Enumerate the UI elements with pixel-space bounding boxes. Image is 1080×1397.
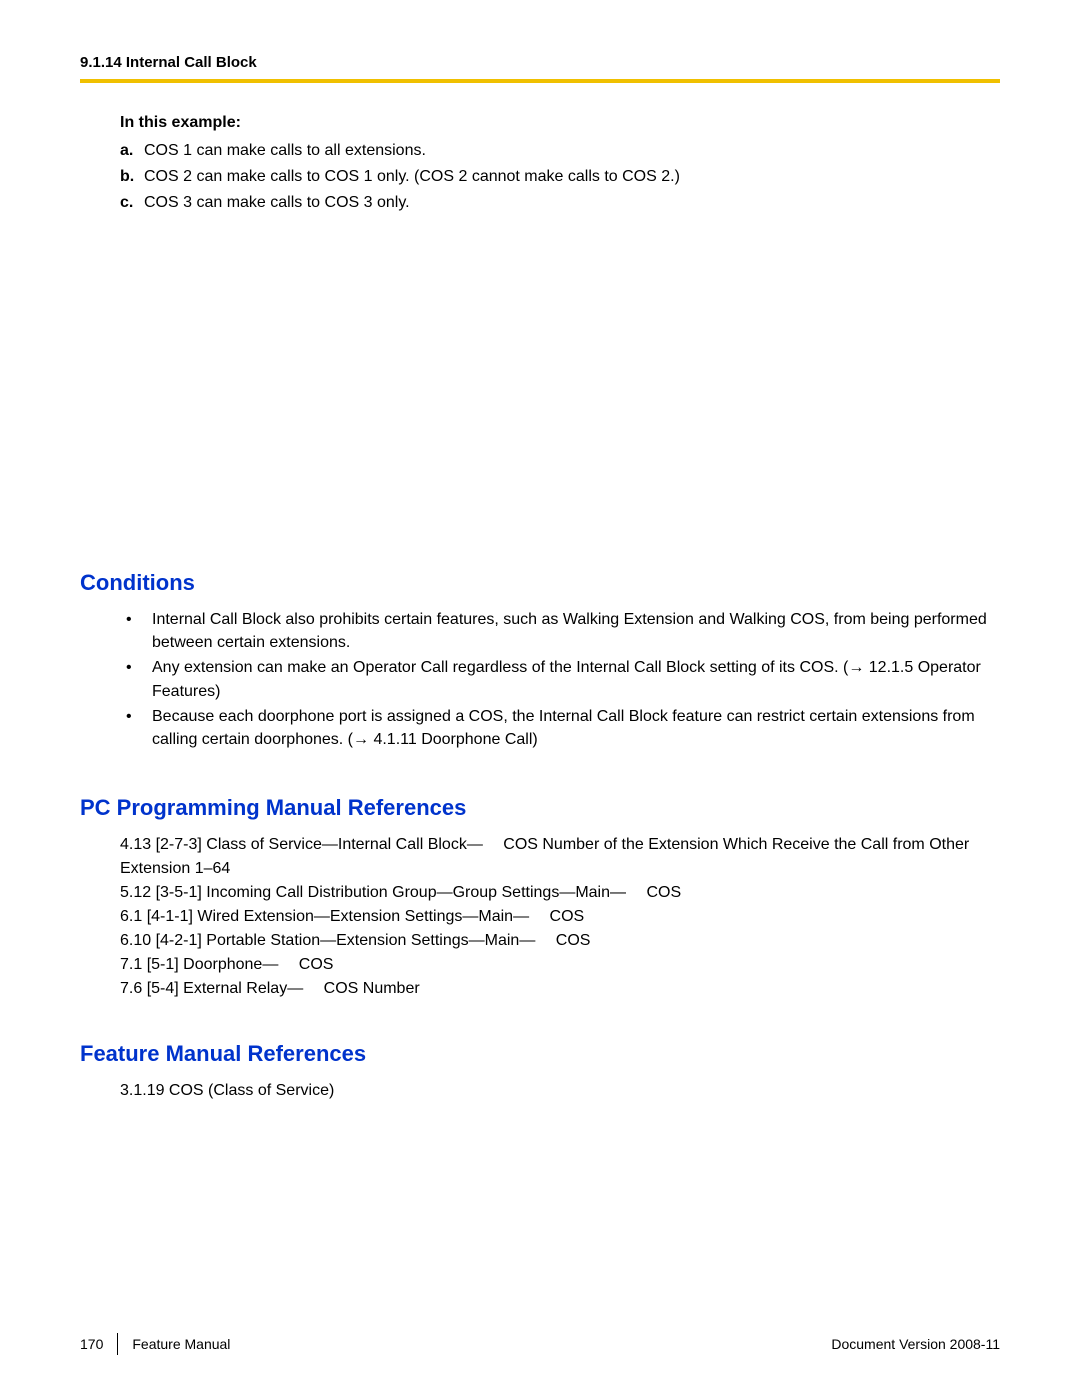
page-footer: 170 Feature Manual Document Version 2008… <box>80 1333 1000 1355</box>
list-text: COS 1 can make calls to all extensions. <box>144 139 1000 163</box>
pc-refs-heading: PC Programming Manual References <box>80 795 1000 821</box>
header-rule <box>80 79 1000 83</box>
example-block: In this example: a. COS 1 can make calls… <box>80 111 1000 215</box>
conditions-list: • Internal Call Block also prohibits cer… <box>80 608 1000 751</box>
footer-divider <box>117 1333 118 1355</box>
bullet-item: • Because each doorphone port is assigne… <box>120 705 1000 751</box>
footer-page-number: 170 <box>80 1336 103 1352</box>
list-marker: c. <box>120 191 144 215</box>
bullet-item: • Any extension can make an Operator Cal… <box>120 656 1000 702</box>
list-text: COS 3 can make calls to COS 3 only. <box>144 191 1000 215</box>
example-title: In this example: <box>120 111 1000 135</box>
example-item: b. COS 2 can make calls to COS 1 only. (… <box>120 165 1000 189</box>
list-marker: b. <box>120 165 144 189</box>
footer-version: Document Version 2008-11 <box>831 1336 1000 1352</box>
example-item: a. COS 1 can make calls to all extension… <box>120 139 1000 163</box>
bullet-text: Any extension can make an Operator Call … <box>152 656 1000 702</box>
ref-line: 7.6 [5-4] External Relay— COS Number <box>120 977 1000 1001</box>
bullet-marker: • <box>120 608 152 654</box>
list-text: COS 2 can make calls to COS 1 only. (COS… <box>144 165 1000 189</box>
bullet-text: Internal Call Block also prohibits certa… <box>152 608 1000 654</box>
bullet-item: • Internal Call Block also prohibits cer… <box>120 608 1000 654</box>
ref-line: 7.1 [5-1] Doorphone— COS <box>120 953 1000 977</box>
feature-refs-heading: Feature Manual References <box>80 1041 1000 1067</box>
page-content: 9.1.14 Internal Call Block In this examp… <box>0 0 1080 1103</box>
ref-line: 6.1 [4-1-1] Wired Extension—Extension Se… <box>120 905 1000 929</box>
footer-doc-title: Feature Manual <box>132 1336 230 1352</box>
bullet-marker: • <box>120 656 152 702</box>
section-header: 9.1.14 Internal Call Block <box>80 54 1000 71</box>
pc-refs-body: 4.13 [2-7-3] Class of Service—Internal C… <box>80 833 1000 1001</box>
bullet-marker: • <box>120 705 152 751</box>
ref-line: 6.10 [4-2-1] Portable Station—Extension … <box>120 929 1000 953</box>
bullet-text: Because each doorphone port is assigned … <box>152 705 1000 751</box>
conditions-section: Conditions • Internal Call Block also pr… <box>80 570 1000 751</box>
ref-line: 4.13 [2-7-3] Class of Service—Internal C… <box>120 833 1000 881</box>
ref-line: 5.12 [3-5-1] Incoming Call Distribution … <box>120 881 1000 905</box>
list-marker: a. <box>120 139 144 163</box>
ref-line: 3.1.19 COS (Class of Service) <box>120 1079 1000 1103</box>
feature-refs-body: 3.1.19 COS (Class of Service) <box>80 1079 1000 1103</box>
feature-refs-section: Feature Manual References 3.1.19 COS (Cl… <box>80 1041 1000 1103</box>
example-item: c. COS 3 can make calls to COS 3 only. <box>120 191 1000 215</box>
pc-refs-section: PC Programming Manual References 4.13 [2… <box>80 795 1000 1001</box>
conditions-heading: Conditions <box>80 570 1000 596</box>
